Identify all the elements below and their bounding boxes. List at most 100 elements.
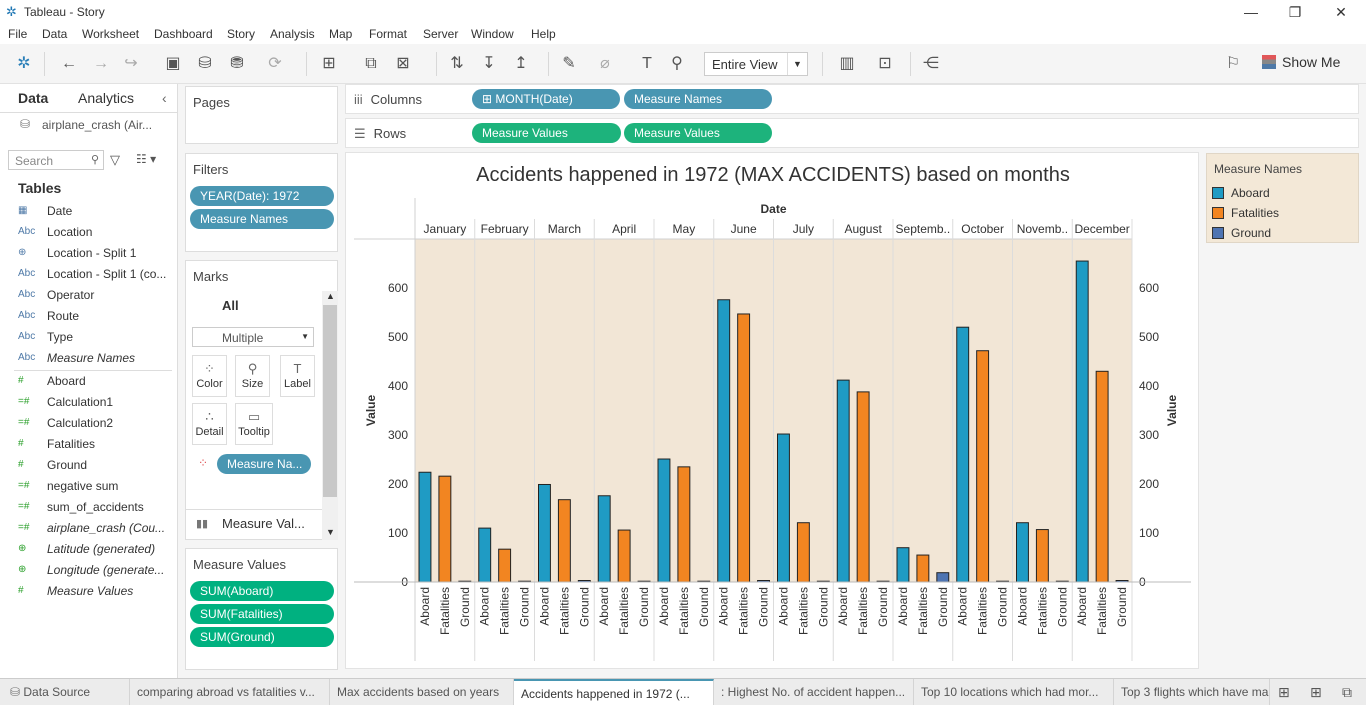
pause-updates-icon[interactable]: ⛃	[230, 55, 244, 72]
field-negative-sum[interactable]: =# negative sum	[0, 477, 178, 498]
show-mark-labels-icon[interactable]: T	[642, 55, 652, 72]
share-icon[interactable]: ⋲	[923, 55, 939, 72]
tableau-home-icon[interactable]: ✲	[17, 55, 31, 72]
field-measure-names[interactable]: Abc Measure Names	[0, 349, 178, 370]
rows-pill-measure-values-1[interactable]: Measure Values	[472, 123, 621, 143]
marks-scrollbar[interactable]: ▲ ▼	[322, 291, 338, 540]
field-sum-of-accidents[interactable]: =# sum_of_accidents	[0, 498, 178, 519]
tab-story-point[interactable]: Max accidents based on years	[330, 679, 514, 705]
field-location[interactable]: Abc Location	[0, 223, 178, 244]
view-options-icon[interactable]: ☷ ▾	[136, 152, 157, 166]
field-route[interactable]: Abc Route	[0, 307, 178, 328]
show-me-button[interactable]: Show Me	[1262, 54, 1340, 70]
marks-all-label[interactable]: All	[222, 298, 239, 313]
tab-story-point[interactable]: comparing abroad vs fatalities v...	[130, 679, 330, 705]
close-button[interactable]: ✕	[1335, 4, 1347, 20]
datasource-name[interactable]: airplane_crash (Air...	[42, 118, 153, 132]
swap-rows-columns-icon[interactable]: ⇅	[450, 55, 464, 72]
field-location-split-1-copy[interactable]: Abc Location - Split 1 (co...	[0, 265, 178, 286]
pages-card[interactable]: Pages	[185, 86, 338, 144]
measure-pill-fatalities[interactable]: SUM(Fatalities)	[190, 604, 334, 624]
new-datasource-icon[interactable]: ⛁	[198, 55, 212, 72]
field-airplane-crash-count[interactable]: =# airplane_crash (Cou...	[0, 519, 178, 540]
field-calculation1[interactable]: =# Calculation1	[0, 393, 178, 414]
filter-fields-icon[interactable]: ▽	[110, 152, 120, 167]
tab-data-source[interactable]: ⛁ Data Source	[0, 679, 130, 705]
columns-pill-measure-names[interactable]: Measure Names	[624, 89, 772, 109]
measure-pill-ground[interactable]: SUM(Ground)	[190, 627, 334, 647]
tab-story-point[interactable]: Top 3 flights which have ma	[1114, 679, 1270, 705]
bar-fatalities	[1095, 370, 1109, 583]
detail-button[interactable]: ∴ Detail	[192, 403, 227, 445]
format-painter-icon[interactable]: ⚐	[1225, 55, 1241, 72]
field-date[interactable]: ▦ Date	[0, 202, 178, 223]
sort-descending-icon[interactable]: ↥	[514, 55, 528, 72]
field-latitude[interactable]: ⊕ Latitude (generated)	[0, 540, 178, 561]
field-measure-values[interactable]: # Measure Values	[0, 582, 178, 603]
color-button[interactable]: ⁘ Color	[192, 355, 227, 397]
highlight-icon[interactable]: ✎	[562, 55, 576, 72]
sort-ascending-icon[interactable]: ↧	[482, 55, 496, 72]
field-location-split-1[interactable]: ⊕ Location - Split 1	[0, 244, 178, 265]
columns-shelf[interactable]: iii Columns ⊞ MONTH(Date) Measure Names	[345, 84, 1359, 114]
size-button[interactable]: ⚲ Size	[235, 355, 270, 397]
fit-dropdown[interactable]: Entire View ▼	[704, 52, 808, 76]
scrollbar-thumb[interactable]	[323, 305, 337, 497]
menu-window[interactable]: Window	[471, 27, 514, 41]
new-worksheet-tab-icon[interactable]: ⊞	[1278, 684, 1290, 700]
rows-pill-measure-values-2[interactable]: Measure Values	[624, 123, 772, 143]
tab-data[interactable]: Data	[18, 90, 49, 106]
new-worksheet-icon[interactable]: ⊞	[322, 55, 336, 72]
presentation-mode-icon[interactable]: ⊡	[878, 55, 892, 72]
label-button[interactable]: T Label	[280, 355, 315, 397]
search-input[interactable]: Search ⚲	[8, 150, 104, 170]
tab-story-point-active[interactable]: Accidents happened in 1972 (...	[514, 679, 714, 705]
scroll-up-icon[interactable]: ▲	[326, 291, 335, 301]
menu-map[interactable]: Map	[329, 27, 353, 41]
fix-axes-icon[interactable]: ⚲	[671, 55, 683, 72]
menu-analysis[interactable]: Analysis	[270, 27, 315, 41]
minimize-button[interactable]: —	[1244, 4, 1258, 20]
field-calculation2[interactable]: =# Calculation2	[0, 414, 178, 435]
mark-type-dropdown[interactable]: Multiple ▼	[192, 327, 314, 347]
tab-story-point[interactable]: Top 10 locations which had mor...	[914, 679, 1114, 705]
menu-file[interactable]: File	[8, 27, 28, 41]
menu-dashboard[interactable]: Dashboard	[154, 27, 213, 41]
menu-server[interactable]: Server	[423, 27, 459, 41]
field-ground[interactable]: # Ground	[0, 456, 178, 477]
field-operator[interactable]: Abc Operator	[0, 286, 178, 307]
duplicate-sheet-icon[interactable]: ⧉	[365, 55, 377, 72]
scroll-down-icon[interactable]: ▼	[326, 527, 335, 537]
field-fatalities[interactable]: # Fatalities	[0, 435, 178, 456]
menu-worksheet[interactable]: Worksheet	[82, 27, 140, 41]
refresh-icon[interactable]: ⟳	[268, 55, 282, 72]
field-longitude[interactable]: ⊕ Longitude (generate...	[0, 561, 178, 582]
field-aboard[interactable]: # Aboard	[0, 372, 178, 393]
tooltip-button[interactable]: ▭ Tooltip	[235, 403, 273, 445]
field-type[interactable]: Abc Type	[0, 328, 178, 349]
marks-measure-values-tab[interactable]: Measure Val...	[222, 516, 305, 531]
rows-shelf[interactable]: ☰ Rows Measure Values Measure Values	[345, 118, 1359, 148]
undo-icon[interactable]: ←	[61, 55, 77, 72]
tab-analytics[interactable]: Analytics	[78, 90, 135, 106]
new-dashboard-tab-icon[interactable]: ⊞	[1310, 684, 1322, 700]
filter-pill-year[interactable]: YEAR(Date): 1972	[190, 186, 334, 206]
clear-sheet-icon[interactable]: ⊠	[396, 55, 410, 72]
new-story-tab-icon[interactable]: ⧉	[1342, 684, 1352, 700]
menu-data[interactable]: Data	[42, 27, 68, 41]
group-members-icon[interactable]: ⌀	[600, 55, 610, 72]
filter-pill-measure-names[interactable]: Measure Names	[190, 209, 334, 229]
menu-help[interactable]: Help	[531, 27, 556, 41]
replay-icon[interactable]: ↪	[124, 55, 138, 72]
collapse-pane-icon[interactable]: ‹	[162, 90, 167, 106]
columns-pill-month[interactable]: ⊞ MONTH(Date)	[472, 89, 620, 109]
menu-story[interactable]: Story	[227, 27, 256, 41]
redo-icon[interactable]: →	[93, 55, 109, 72]
menu-format[interactable]: Format	[369, 27, 408, 41]
tab-story-point[interactable]: : Highest No. of accident happen...	[714, 679, 914, 705]
show-cards-icon[interactable]: ▥	[839, 55, 855, 72]
measure-pill-aboard[interactable]: SUM(Aboard)	[190, 581, 334, 601]
restore-button[interactable]: ❐	[1288, 4, 1302, 20]
save-icon[interactable]: ▣	[165, 55, 181, 72]
marks-color-pill[interactable]: Measure Na...	[217, 454, 311, 474]
